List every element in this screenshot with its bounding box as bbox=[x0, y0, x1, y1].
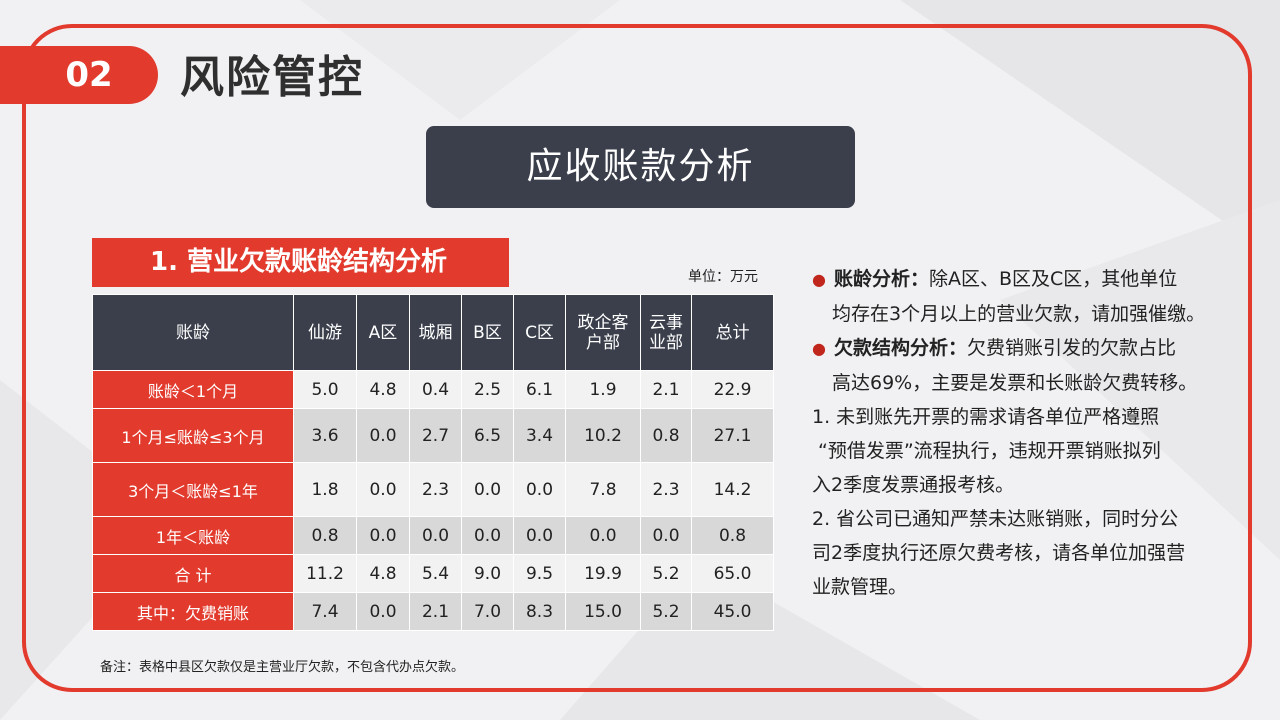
table-cell: 5.0 bbox=[293, 370, 357, 409]
table-cell: 0.0 bbox=[461, 462, 514, 517]
keyword-aging: 账龄分析： bbox=[833, 268, 929, 290]
footnote: 备注：表格中县区欠款仅是主营业厅欠款，不包含代办点欠款。 bbox=[100, 660, 465, 675]
table-cell: 2.3 bbox=[409, 462, 462, 517]
table-cell: 0.8 bbox=[640, 408, 692, 463]
analysis-aging: ● 账龄分析：除A区、B区及C区，其他单位 均存在3个月以上的营业欠款，请加强催缴… bbox=[812, 268, 1206, 325]
table-cell: 0.0 bbox=[565, 516, 641, 555]
table-cell: 2.3 bbox=[640, 462, 692, 517]
table-row: 3个月＜账龄≤1年 1.8 0.0 2.3 0.0 0.0 7.8 2.3 14.2 bbox=[92, 462, 774, 517]
analysis-panel: ● 账龄分析：除A区、B区及C区，其他单位 均存在3个月以上的营业欠款，请加强催缴… bbox=[812, 262, 1242, 604]
table-cell: 6.5 bbox=[461, 408, 514, 463]
table-cell: 8.3 bbox=[513, 592, 566, 631]
keyword-structure: 欠款结构分析： bbox=[833, 337, 967, 359]
table-row: 1个月≤账龄≤3个月 3.6 0.0 2.7 6.5 3.4 10.2 0.8 27.1 bbox=[92, 408, 774, 463]
col-header-enterprise: 政企客 户部 bbox=[565, 294, 641, 371]
table-cell: 11.2 bbox=[293, 554, 357, 593]
table-cell: 0.0 bbox=[356, 516, 410, 555]
table-cell: 14.2 bbox=[691, 462, 774, 517]
table-cell: 0.0 bbox=[640, 516, 692, 555]
table-cell: 1.8 bbox=[293, 462, 357, 517]
action-item-1: 1. 未到账先开票的需求请各单位严格遵照 “预借发票”流程执行，违规开票销账拟列… bbox=[812, 406, 1161, 496]
action-item-2: 2. 省公司已通知严禁未达账销账，同时分公 司2季度执行还原欠费考核，请各单位加… bbox=[812, 508, 1186, 598]
row-label: 1个月≤账龄≤3个月 bbox=[92, 408, 294, 463]
table-cell: 0.0 bbox=[461, 516, 514, 555]
col-header-a: A区 bbox=[356, 294, 410, 371]
unit-label: 单位：万元 bbox=[688, 269, 758, 285]
table-cell: 2.7 bbox=[409, 408, 462, 463]
table-cell: 0.0 bbox=[409, 516, 462, 555]
row-label: 3个月＜账龄≤1年 bbox=[92, 462, 294, 517]
row-label: 账龄＜1个月 bbox=[92, 370, 294, 409]
table-row: 1年＜账龄 0.8 0.0 0.0 0.0 0.0 0.0 0.0 0.8 bbox=[92, 516, 774, 555]
table-row: 合 计 11.2 4.8 5.4 9.0 9.5 19.9 5.2 65.0 bbox=[92, 554, 774, 593]
table-cell: 0.8 bbox=[691, 516, 774, 555]
rounded-frame bbox=[22, 24, 1252, 692]
table-cell: 0.8 bbox=[293, 516, 357, 555]
table-header-row: 账龄 仙游 A区 城厢 B区 C区 政企客 户部 云事 业部 总计 bbox=[92, 294, 774, 371]
analysis-structure: ● 欠款结构分析：欠费销账引发的欠款占比 高达69%，主要是发票和长账龄欠费转移。 bbox=[812, 337, 1198, 394]
table-section-title: 1. 营业欠款账龄结构分析 bbox=[92, 238, 509, 287]
table-cell: 6.1 bbox=[513, 370, 566, 409]
col-header-xianyou: 仙游 bbox=[293, 294, 357, 371]
row-label: 合 计 bbox=[92, 554, 294, 593]
table-cell: 65.0 bbox=[691, 554, 774, 593]
col-header-aging: 账龄 bbox=[92, 294, 294, 371]
table-cell: 3.4 bbox=[513, 408, 566, 463]
col-header-c: C区 bbox=[513, 294, 566, 371]
table-cell: 15.0 bbox=[565, 592, 641, 631]
table-cell: 27.1 bbox=[691, 408, 774, 463]
table-cell: 2.5 bbox=[461, 370, 514, 409]
table-cell: 0.0 bbox=[356, 592, 410, 631]
section-number-tab: 02 bbox=[0, 46, 158, 104]
table-cell: 1.9 bbox=[565, 370, 641, 409]
table-cell: 2.1 bbox=[409, 592, 462, 631]
table-row: 其中：欠费销账 7.4 0.0 2.1 7.0 8.3 15.0 5.2 45.0 bbox=[92, 592, 774, 631]
row-label: 其中：欠费销账 bbox=[92, 592, 294, 631]
banner-title: 应收账款分析 bbox=[426, 126, 855, 208]
table-cell: 19.9 bbox=[565, 554, 641, 593]
table-cell: 5.2 bbox=[640, 592, 692, 631]
table-cell: 4.8 bbox=[356, 370, 410, 409]
table-row: 账龄＜1个月 5.0 4.8 0.4 2.5 6.1 1.9 2.1 22.9 bbox=[92, 370, 774, 409]
table-cell: 5.2 bbox=[640, 554, 692, 593]
table-cell: 45.0 bbox=[691, 592, 774, 631]
table-cell: 2.1 bbox=[640, 370, 692, 409]
table-cell: 5.4 bbox=[409, 554, 462, 593]
table-cell: 9.5 bbox=[513, 554, 566, 593]
table-cell: 9.0 bbox=[461, 554, 514, 593]
table-cell: 0.0 bbox=[356, 462, 410, 517]
table-cell: 7.4 bbox=[293, 592, 357, 631]
table-cell: 0.0 bbox=[356, 408, 410, 463]
table-cell: 0.4 bbox=[409, 370, 462, 409]
table-cell: 0.0 bbox=[513, 516, 566, 555]
col-header-chengxiang: 城厢 bbox=[409, 294, 462, 371]
row-label: 1年＜账龄 bbox=[92, 516, 294, 555]
page-title: 风险管控 bbox=[180, 52, 364, 103]
col-header-b: B区 bbox=[461, 294, 514, 371]
table-cell: 3.6 bbox=[293, 408, 357, 463]
table-cell: 7.8 bbox=[565, 462, 641, 517]
bullet-dot-icon: ● bbox=[812, 270, 826, 289]
table-cell: 10.2 bbox=[565, 408, 641, 463]
table-cell: 7.0 bbox=[461, 592, 514, 631]
table-cell: 4.8 bbox=[356, 554, 410, 593]
table-cell: 0.0 bbox=[513, 462, 566, 517]
table-cell: 22.9 bbox=[691, 370, 774, 409]
col-header-cloud: 云事 业部 bbox=[640, 294, 692, 371]
aging-table: 账龄 仙游 A区 城厢 B区 C区 政企客 户部 云事 业部 总计 账龄＜1个月 5.… bbox=[92, 294, 774, 631]
bullet-dot-icon: ● bbox=[812, 339, 826, 358]
col-header-total: 总计 bbox=[691, 294, 774, 371]
